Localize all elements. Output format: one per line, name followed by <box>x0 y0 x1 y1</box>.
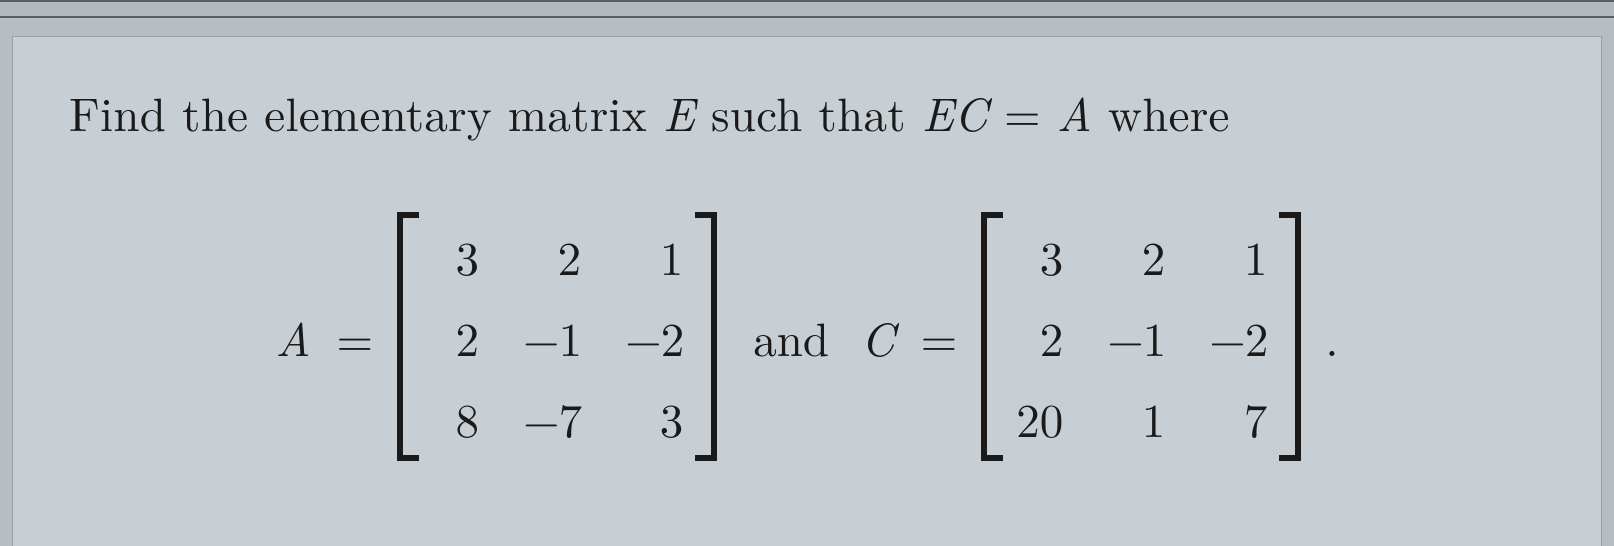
label-a: A <box>276 303 311 370</box>
matrix-a-cell: 3 <box>431 222 479 289</box>
var-a: A <box>1057 78 1092 145</box>
bracket-right-icon <box>1287 212 1301 461</box>
text-prefix: Find the elementary matrix <box>69 78 663 145</box>
matrix-a: 3 2 1 2 −1 −2 8 −7 3 <box>397 212 717 461</box>
matrix-a-cell: 3 <box>625 384 683 451</box>
bracket-left-icon <box>397 212 411 461</box>
top-rule-divider <box>0 0 1614 18</box>
problem-sheet: Find the elementary matrix E such that E… <box>12 36 1602 546</box>
matrix-c-cell: 7 <box>1209 384 1267 451</box>
matrix-c-cell: 20 <box>1015 384 1063 451</box>
matrix-c-cell: −1 <box>1107 303 1165 370</box>
equals-c: = <box>921 303 958 370</box>
var-e: E <box>663 78 695 145</box>
matrix-c-cell: 2 <box>1015 303 1063 370</box>
matrix-a-cell: 8 <box>431 384 479 451</box>
equals-a: = <box>336 303 373 370</box>
matrix-c-cell: 2 <box>1107 222 1165 289</box>
matrix-a-cell: 2 <box>431 303 479 370</box>
period: . <box>1325 303 1338 370</box>
eq-sym: = <box>988 78 1057 145</box>
matrix-c-cell: 3 <box>1015 222 1063 289</box>
and-text: and <box>753 303 829 370</box>
matrix-a-cell: 1 <box>625 222 683 289</box>
matrix-a-cell: −1 <box>523 303 581 370</box>
matrix-a-cell: −2 <box>625 303 683 370</box>
matrix-a-cell: −7 <box>523 384 581 451</box>
question-text: Find the elementary matrix E such that E… <box>69 83 1545 142</box>
label-c: C <box>861 303 895 370</box>
matrix-c-cell: −2 <box>1209 303 1267 370</box>
matrix-c-cell: 1 <box>1209 222 1267 289</box>
bracket-right-icon <box>703 212 717 461</box>
matrix-a-grid: 3 2 1 2 −1 −2 8 −7 3 <box>411 212 703 461</box>
matrix-c-grid: 3 2 1 2 −1 −2 20 1 7 <box>995 212 1287 461</box>
var-ec: EC <box>922 78 988 145</box>
matrix-c-cell: 1 <box>1107 384 1165 451</box>
matrix-a-cell: 2 <box>523 222 581 289</box>
text-mid: such that <box>695 78 922 145</box>
matrix-c: 3 2 1 2 −1 −2 20 1 7 <box>981 212 1301 461</box>
equation-row: A = 3 2 1 2 −1 −2 8 −7 3 and C = 3 <box>69 212 1545 461</box>
text-suffix: where <box>1092 78 1230 145</box>
bracket-left-icon <box>981 212 995 461</box>
